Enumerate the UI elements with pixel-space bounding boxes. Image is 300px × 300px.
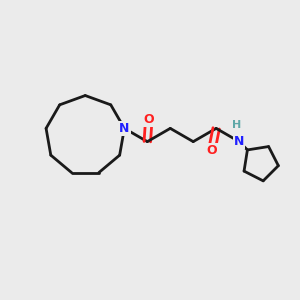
Text: O: O [143,113,154,126]
Text: N: N [119,122,130,135]
Text: N: N [234,135,244,148]
Text: H: H [232,120,241,130]
Text: O: O [206,144,217,157]
